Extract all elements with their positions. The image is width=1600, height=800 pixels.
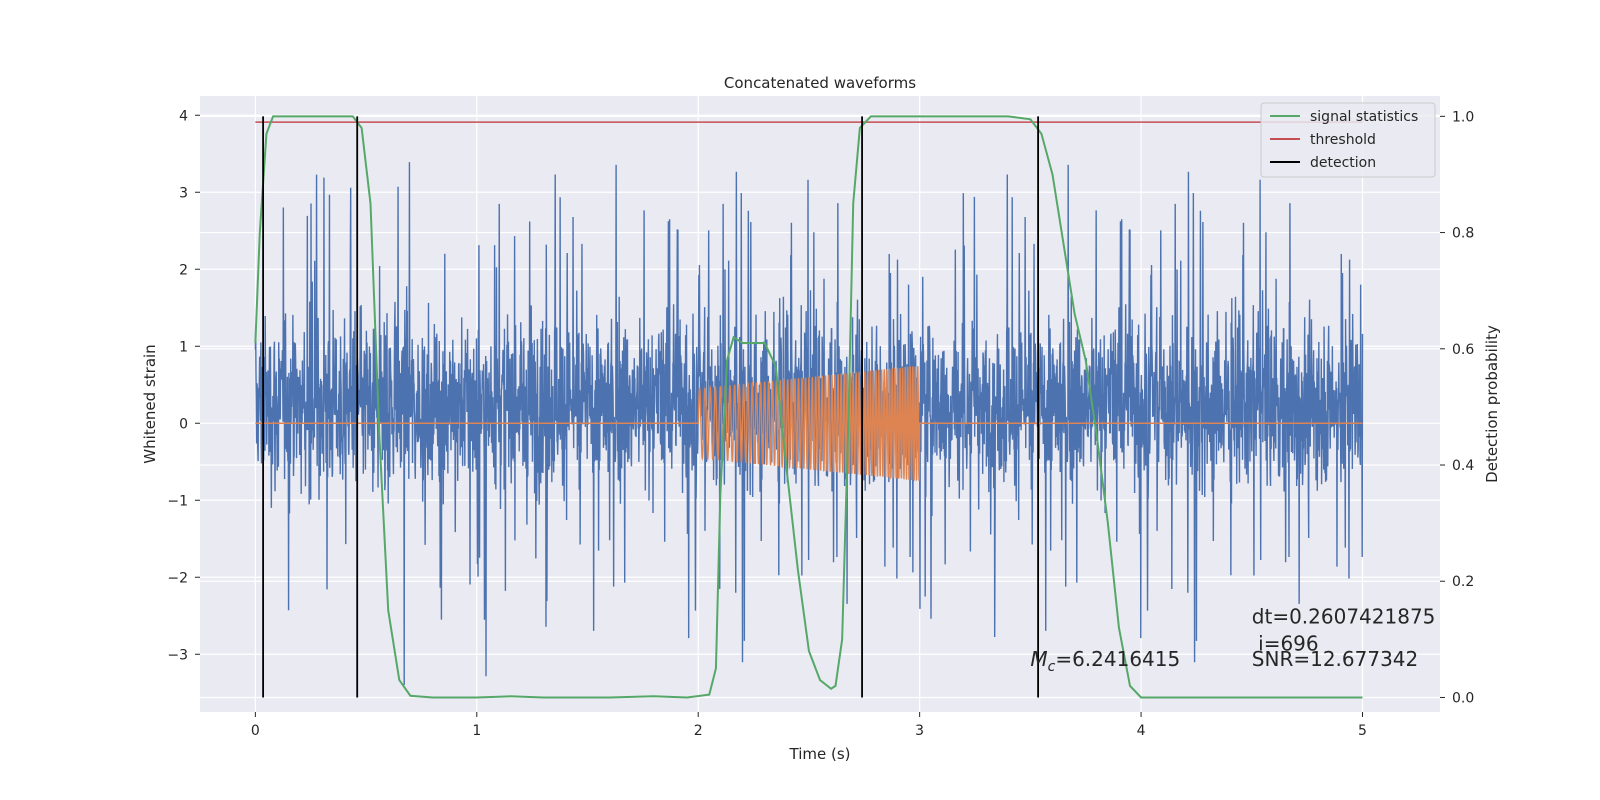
y-tick-label: 2 [179,262,188,278]
plot-area [254,115,1364,699]
legend-box [1260,102,1436,178]
y-axis-left: −3 −2 −1 0 1 2 3 4 [167,108,200,663]
chirp-line [255,366,1363,482]
y2-tick-label: 1.0 [1452,109,1474,125]
y-axis-label: Whitened strain [141,344,159,463]
annotation-text: dt=0.2607421875 [1252,604,1436,628]
y2-tick-label: 0.6 [1452,342,1474,358]
legend: signal statistics threshold detection [1260,102,1436,178]
x-tick-label: 4 [1137,723,1146,739]
y2-tick-label: 0.4 [1452,458,1474,474]
x-tick-label: 5 [1358,723,1367,739]
x-tick-label: 0 [251,723,260,739]
y2-tick-label: 0.0 [1452,690,1474,706]
y2-tick-label: 0.8 [1452,226,1474,242]
y-axis-right: 0.0 0.2 0.4 0.6 0.8 1.0 [1440,109,1474,706]
annotation-text: Mc=6.2416415 [1030,647,1180,675]
x-axis-label: Time (s) [789,745,851,763]
y-tick-label: −1 [167,493,188,509]
legend-label-threshold: threshold [1310,132,1376,148]
x-axis: 0 1 2 3 4 5 [251,712,1367,739]
legend-label-detection: detection [1310,155,1376,171]
x-tick-label: 3 [915,723,924,739]
detection-lines [262,116,1040,698]
y-tick-label: −3 [167,647,188,663]
y2-tick-label: 0.2 [1452,574,1474,590]
y2-axis-label: Detection probability [1483,325,1501,483]
annotation-text: i=696 [1252,631,1319,655]
signal-statistics-line [254,115,1363,699]
y-tick-label: 3 [179,185,188,201]
y-tick-label: 4 [179,108,188,124]
legend-label-signal-statistics: signal statistics [1310,109,1418,125]
x-tick-label: 2 [694,723,703,739]
chart-title: Concatenated waveforms [724,74,916,92]
annotation-text: SNR=12.677342 [1252,647,1418,671]
y-tick-label: 1 [179,339,188,355]
y-tick-label: −2 [167,570,188,586]
y-tick-label: 0 [179,416,188,432]
x-tick-label: 1 [472,723,481,739]
